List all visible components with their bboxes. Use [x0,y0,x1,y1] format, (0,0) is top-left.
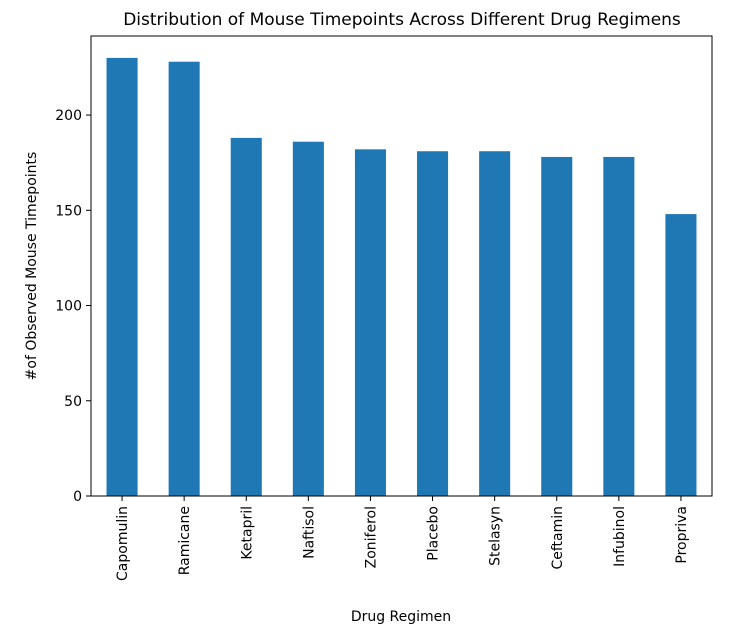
bar-naftisol [292,141,324,496]
x-tick-label: Zoniferol [363,506,379,568]
bar-ceftamin [541,156,573,496]
y-tick-label: 0 [73,489,82,505]
x-axis-label: Drug Regimen [351,609,451,625]
x-tick-label: Capomulin [115,506,131,581]
x-tick-label: Ketapril [239,506,255,560]
bar-zoniferol [354,149,386,497]
bar-capomulin [106,57,138,497]
y-tick-label: 100 [55,299,82,315]
x-tick-label: Stelasyn [488,506,504,566]
y-tick-label: 200 [55,108,82,124]
chart-title: Distribution of Mouse Timepoints Across … [123,10,681,30]
x-axis-ticks: Capomulin Ramicane Ketapril Naftisol Zonifer… [115,496,690,581]
x-tick-label: Placebo [426,506,442,561]
plot-frame [90,35,713,497]
x-tick-label: Ramicane [177,506,193,575]
x-tick-label: Propriva [674,506,690,564]
x-tick-label: Infubinol [612,506,628,567]
y-axis-label: #of Observed Mouse Timepoints [24,152,40,381]
bar-stelasyn [479,151,511,496]
x-tick-label: Ceftamin [550,506,566,570]
bar-propriva [665,214,697,496]
bar-infubinol [603,156,635,496]
y-tick-label: 50 [64,394,82,410]
y-tick-label: 150 [55,203,82,219]
bar-ketapril [230,137,262,496]
bar-placebo [417,151,449,496]
bar-ramicane [168,61,200,496]
y-axis-ticks: 0 50 100 150 200 [55,108,91,505]
x-tick-label: Naftisol [301,506,317,559]
bars-group [106,57,697,497]
